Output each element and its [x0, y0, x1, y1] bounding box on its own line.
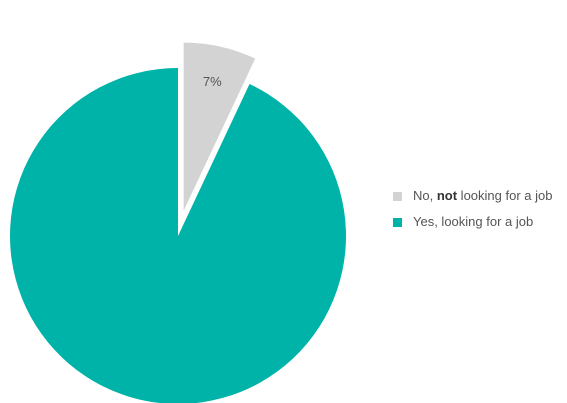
legend: No, not looking for a job Yes, looking f… [393, 184, 565, 234]
pie-label-no: 7% [203, 74, 222, 89]
legend-item-yes[interactable]: Yes, looking for a job [393, 210, 565, 234]
pie-slice-yes[interactable] [10, 68, 346, 403]
legend-swatch-yes [393, 218, 402, 227]
pie-slice-no[interactable] [183, 42, 256, 211]
legend-label-no: No, not looking for a job [413, 188, 553, 203]
legend-label-yes: Yes, looking for a job [413, 214, 534, 229]
legend-item-no[interactable]: No, not looking for a job [393, 184, 565, 208]
legend-swatch-no [393, 192, 402, 201]
